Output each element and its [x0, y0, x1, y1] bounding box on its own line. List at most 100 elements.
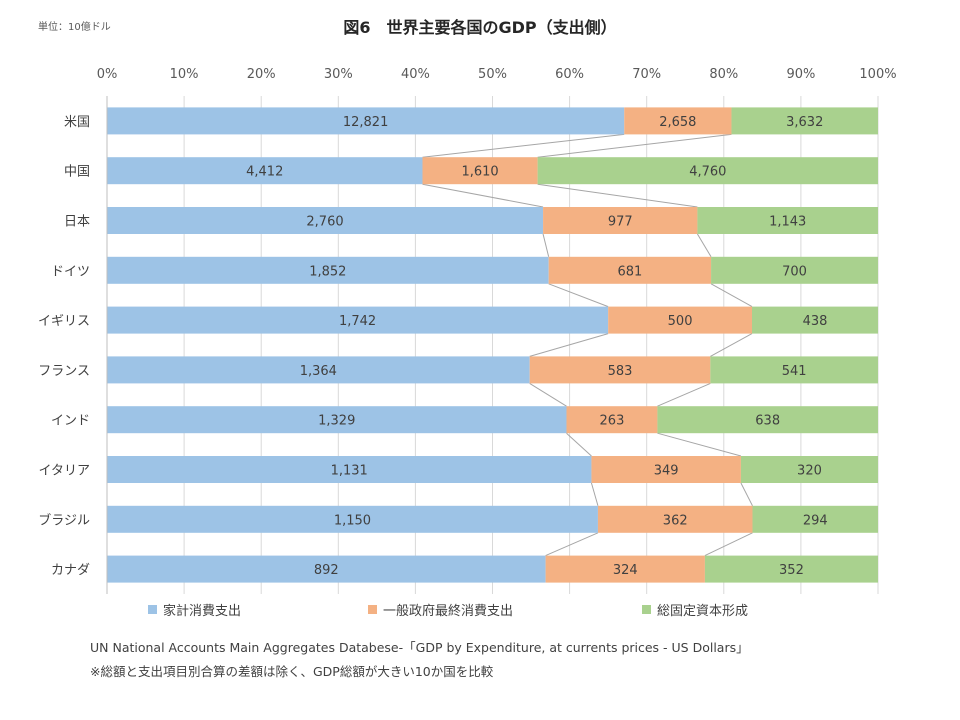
data-label: 2,760	[306, 215, 343, 230]
x-tick-label: 0%	[97, 67, 118, 82]
series-connector-line	[422, 183, 544, 208]
series-connector-line	[590, 482, 599, 506]
bar-segment	[697, 207, 878, 234]
category-label: イタリア	[39, 464, 90, 479]
bar-segment	[107, 306, 609, 334]
data-label: 12,821	[343, 115, 389, 130]
bar-segment	[107, 157, 423, 185]
series-connector-line	[422, 133, 625, 158]
category-label: カナダ	[51, 563, 90, 578]
x-tick-label: 90%	[786, 67, 815, 82]
bar-segment	[107, 406, 567, 434]
category-label: フランス	[38, 364, 90, 379]
category-label: イギリス	[38, 314, 90, 329]
bar-segment	[624, 107, 732, 135]
data-label: 892	[314, 563, 339, 578]
bar-segment	[537, 157, 878, 185]
data-label: 638	[755, 414, 780, 429]
legend-item-capital: 総固定資本形成	[642, 600, 748, 619]
data-label: 700	[782, 264, 807, 279]
series-connector-line	[529, 333, 609, 357]
bar-segment	[543, 207, 698, 234]
data-label: 349	[654, 464, 679, 479]
data-label: 1,742	[339, 314, 376, 329]
bar-segment	[545, 555, 705, 583]
bar-segment	[710, 356, 878, 384]
data-label: 500	[668, 314, 693, 329]
data-label: 541	[782, 364, 807, 379]
series-connector-line	[542, 233, 550, 257]
bar-segment	[548, 256, 712, 284]
chart-title: 図6 世界主要各国のGDP（支出側）	[343, 18, 617, 37]
bar-segment	[704, 555, 878, 583]
x-tick-label: 70%	[632, 67, 661, 82]
x-tick-label: 50%	[478, 67, 507, 82]
data-label: 1,143	[769, 215, 806, 230]
data-label: 362	[663, 513, 688, 528]
bar-segment	[107, 256, 549, 284]
data-label: 1,364	[300, 364, 337, 379]
bar-segment	[752, 505, 878, 533]
legend-swatch-capital	[642, 605, 651, 614]
x-tick-label: 100%	[859, 67, 896, 82]
bar-segment	[107, 207, 544, 234]
bar-segment	[731, 107, 878, 135]
x-tick-label: 80%	[709, 67, 738, 82]
legend-swatch-household	[148, 605, 157, 614]
data-label: 4,412	[246, 165, 283, 180]
legend: 家計消費支出 一般政府最終消費支出 総固定資本形成	[0, 600, 960, 620]
series-connector-line	[710, 283, 753, 308]
category-label: ブラジル	[38, 512, 90, 528]
series-connector-line	[548, 283, 609, 308]
data-label: 3,632	[786, 115, 823, 130]
legend-swatch-government	[368, 605, 377, 614]
legend-label-government: 一般政府最終消費支出	[383, 604, 514, 619]
data-label: 681	[617, 264, 642, 279]
bar-segment	[711, 256, 878, 284]
data-label: 583	[608, 364, 633, 379]
data-label: 352	[779, 563, 804, 578]
data-label: 4,760	[689, 165, 726, 180]
series-connector-line	[704, 532, 753, 557]
category-label: インド	[51, 414, 90, 429]
x-tick-label: 20%	[247, 67, 276, 82]
data-label: 1,852	[309, 264, 346, 279]
bar-segment	[740, 456, 878, 483]
source-note: UN National Accounts Main Aggregates Dat…	[90, 640, 749, 655]
x-tick-label: 60%	[555, 67, 584, 82]
series-connector-line	[710, 333, 753, 357]
category-label: 米国	[64, 115, 90, 130]
bar-segment	[597, 505, 753, 533]
footnote: ※総額と支出項目別合算の差額は除く、GDP総額が大きい10か国を比較	[90, 664, 494, 679]
unit-label: 単位：10億ドル	[38, 22, 111, 33]
series-connector-line	[657, 432, 742, 457]
data-label: 263	[600, 414, 625, 429]
x-tick-label: 40%	[401, 67, 430, 82]
category-label: 日本	[64, 215, 90, 230]
bar-segment	[107, 505, 598, 533]
category-label: 中国	[64, 165, 90, 180]
data-label: 2,658	[659, 115, 696, 130]
bar-segment	[566, 406, 658, 434]
series-connector-line	[537, 133, 732, 158]
series-connector-line	[696, 233, 712, 258]
data-label: 977	[608, 215, 633, 230]
series-connector-line	[740, 482, 753, 507]
bar-segment	[422, 157, 538, 185]
data-label: 438	[803, 314, 828, 329]
x-tick-label: 10%	[170, 67, 199, 82]
legend-label-household: 家計消費支出	[163, 604, 242, 619]
data-label: 1,150	[334, 513, 371, 528]
bar-segment	[107, 107, 625, 135]
bar-segment	[591, 456, 741, 483]
category-label: ドイツ	[51, 264, 90, 279]
data-label: 1,610	[461, 165, 498, 180]
series-connector-line	[657, 382, 711, 407]
series-connector-line	[545, 532, 599, 557]
bar-segment	[107, 356, 530, 384]
stacked-bar-chart: 0% 10% 20% 30% 40% 50% 60% 70% 80% 90% 100% 12,821 2…	[38, 67, 897, 594]
data-label: 1,329	[318, 414, 355, 429]
legend-item-household: 家計消費支出	[148, 600, 241, 619]
legend-item-government: 一般政府最終消費支出	[368, 600, 513, 619]
bar-segment	[751, 306, 878, 334]
